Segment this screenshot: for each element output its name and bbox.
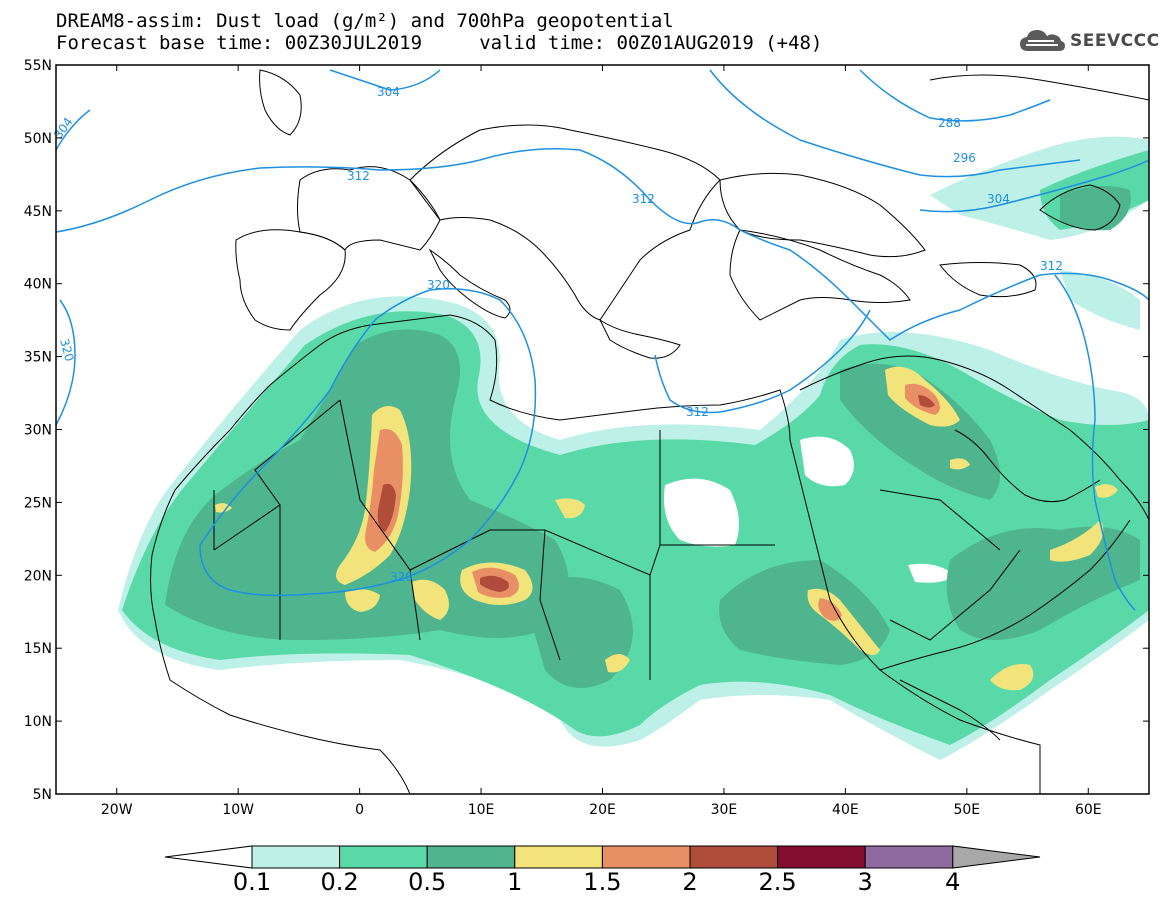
lat-tick-label: 15N [24,641,52,657]
colorbar-label: 2 [682,868,698,896]
lat-tick-label: 5N [33,787,52,803]
colorbar-label: 0.1 [232,868,272,896]
contour-label: 312 [632,192,655,206]
contour-label: 296 [953,151,976,165]
colorbar-under-triangle [164,845,253,869]
colorbar [164,845,1041,869]
lat-tick-label: 20N [24,568,52,584]
colorbar-label: 3 [857,868,873,896]
contour-label: 304 [377,85,400,99]
lat-tick-label: 40N [24,277,52,293]
lon-tick-label: 20E [589,802,616,818]
contour-label: 320 [390,570,413,584]
longitude-axis: 20W 10W 0 10E 20E 30E 40E 50E 60E [101,65,1102,818]
colorbar-swatch [339,845,428,869]
contour-label: 312 [686,405,709,419]
lat-tick-label: 50N [24,131,52,147]
cloud-icon [1020,30,1065,51]
contour-label: 312 [347,169,370,183]
colorbar-swatch [426,845,516,869]
latitude-axis: 55N 50N 45N 40N 35N 30N 25N 20N 15N 10N 5N [24,58,1149,803]
contour-label: 320 [427,278,450,292]
colorbar-label: 1.5 [583,868,622,896]
contour-label: 288 [938,116,961,130]
colorbar-swatch [777,845,866,869]
map-title-line2: Forecast base time: 00Z30JUL2019 valid t… [56,32,823,54]
lon-tick-label: 50E [953,802,980,818]
seevccc-logo: SEEVCCC [1018,27,1160,55]
lat-tick-label: 30N [24,423,52,439]
lon-tick-label: 10W [222,802,254,818]
contour-labels: 304 304 312 312 312 312 320 320 320 288 … [51,85,1063,584]
contour-label: 312 [1040,259,1063,273]
lat-tick-label: 35N [24,350,52,366]
lat-tick-label: 10N [24,714,52,730]
colorbar-swatch [251,845,341,869]
lon-tick-label: 60E [1075,802,1102,818]
colorbar-swatch [864,845,954,869]
lat-tick-label: 55N [24,58,52,74]
contour-label: 304 [987,192,1010,206]
logo-text: SEEVCCC [1070,31,1160,51]
lat-tick-label: 45N [24,204,52,220]
lon-tick-label: 30E [711,802,738,818]
lon-tick-label: 20W [101,802,133,818]
colorbar-label: 1 [507,868,523,896]
colorbar-over-triangle [952,845,1041,869]
lon-tick-label: 0 [355,802,364,818]
colorbar-label: 0.5 [408,868,447,896]
colorbar-swatch [689,845,779,869]
colorbar-swatch [514,845,603,869]
colorbar-label: 0.2 [320,868,359,896]
coastlines [150,69,1149,794]
map-title-line1: DREAM8-assim: Dust load (g/m²) and 700hP… [56,10,674,32]
colorbar-swatch [601,845,691,869]
dust-shading [118,136,1149,760]
lon-tick-label: 10E [468,802,495,818]
colorbar-label: 4 [945,868,961,896]
lat-tick-label: 25N [24,495,52,511]
lon-tick-label: 40E [832,802,859,818]
colorbar-label: 2.5 [758,868,797,896]
geopotential-contours [56,69,1149,611]
